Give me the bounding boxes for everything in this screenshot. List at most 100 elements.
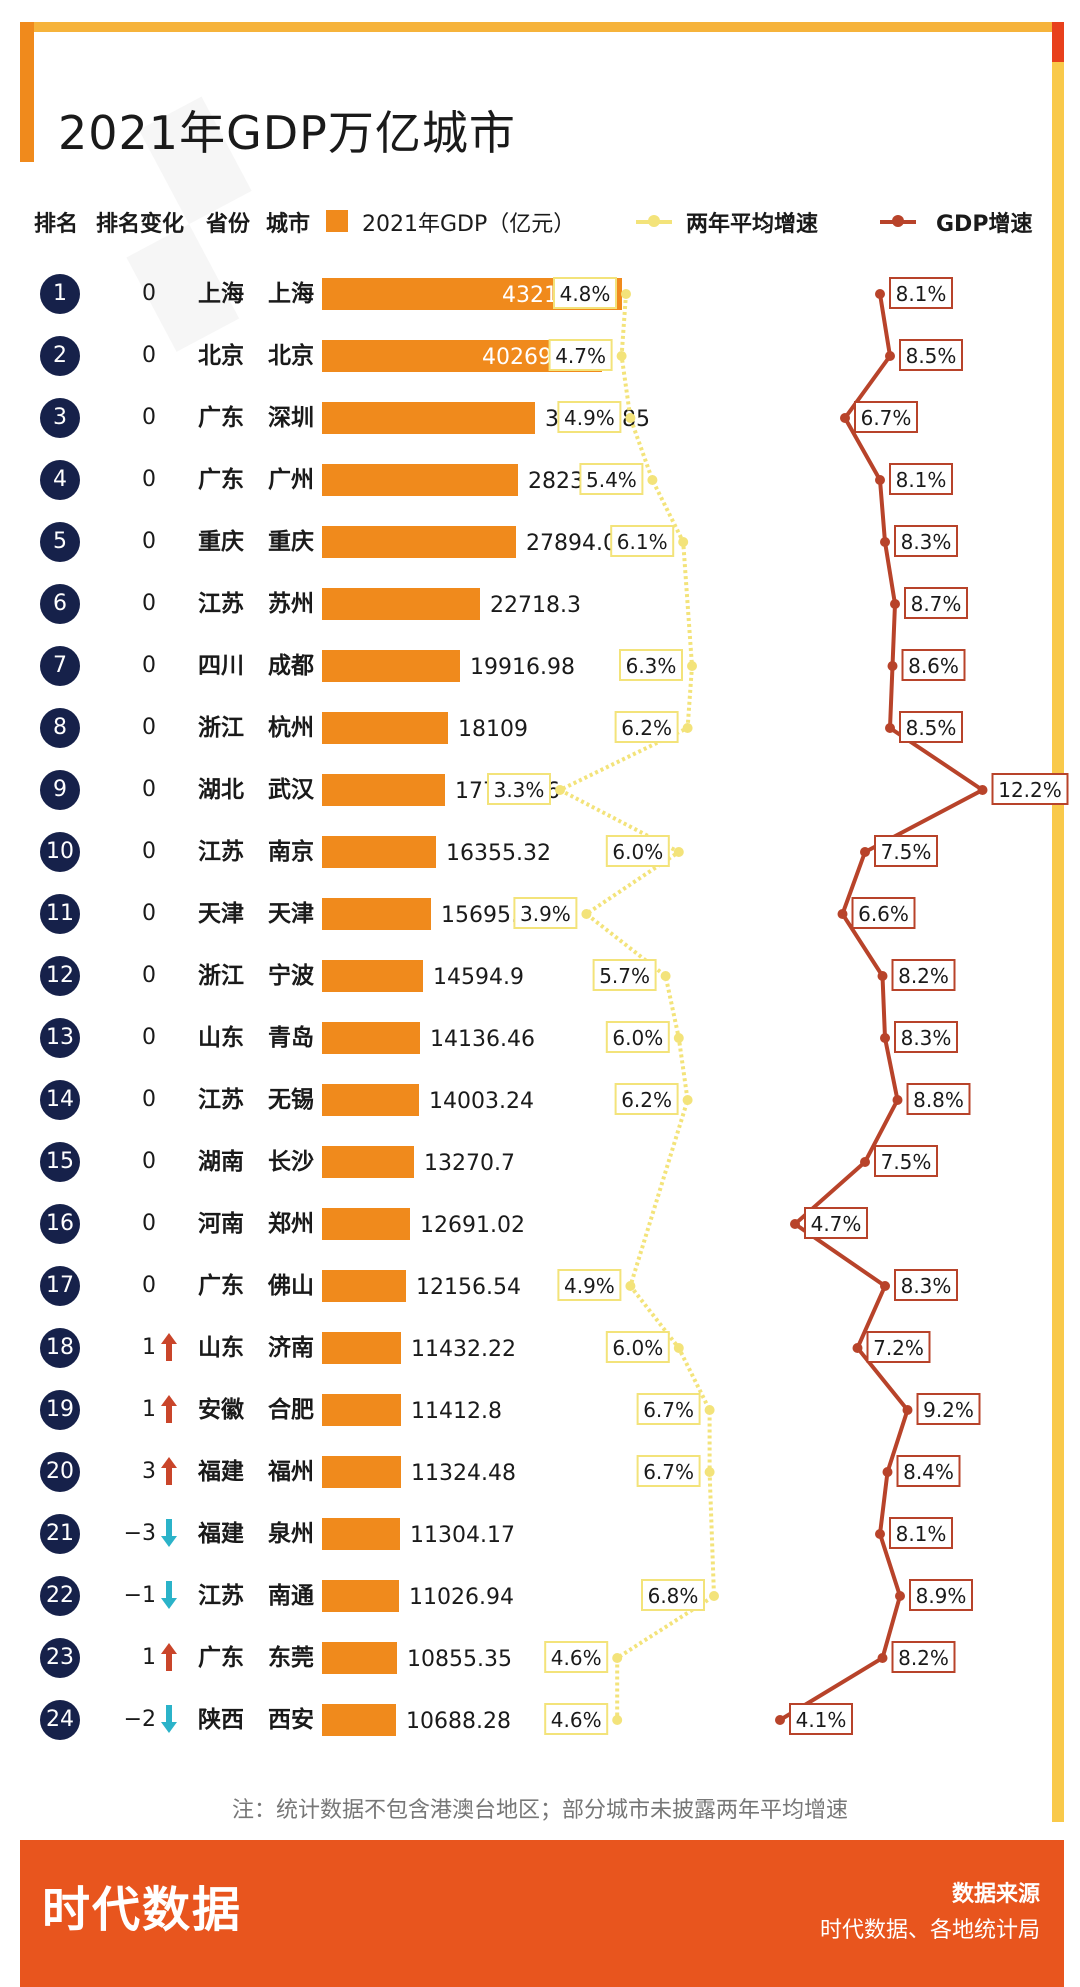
gdp-bar [322, 1332, 401, 1364]
arrow-down-icon [161, 1705, 177, 1733]
city-label: 济南 [268, 1335, 314, 1361]
gdp-value-label: 11026.94 [409, 1585, 514, 1610]
legend-avg-dot [648, 215, 660, 227]
gdp-growth-point [875, 289, 885, 299]
gdp-growth-label: 8.1% [896, 1522, 947, 1546]
frame-accent-right [1052, 22, 1064, 1822]
avg-growth-point [616, 351, 627, 361]
province-label: 湖南 [198, 1149, 244, 1175]
gdp-growth-label-box [874, 835, 938, 867]
rank-badge: 23 [40, 1638, 80, 1678]
rank-change: 0 [142, 591, 156, 616]
rank-badge: 21 [40, 1514, 80, 1554]
province-label: 北京 [198, 343, 244, 369]
rank-change: 1 [142, 1335, 156, 1360]
rank-change: 0 [142, 715, 156, 740]
avg-growth-label: 6.8% [648, 1584, 699, 1608]
frame-accent-left [20, 22, 34, 162]
city-label: 东莞 [268, 1645, 314, 1671]
rank-badge: 17 [40, 1266, 80, 1306]
avg-growth-label: 6.7% [643, 1460, 694, 1484]
gdp-growth-label-box [894, 1269, 958, 1301]
province-label: 四川 [198, 653, 244, 679]
gdp-value-label: 22718.3 [490, 593, 581, 618]
table-row: 14 0 江苏 无锡 14003.24 [0, 1068, 1080, 1130]
rank-change: 0 [142, 653, 156, 678]
arrow-up-icon [161, 1643, 177, 1671]
avg-growth-point [555, 785, 565, 795]
gdp-growth-label-box [854, 401, 918, 433]
rank-badge: 12 [40, 956, 80, 996]
city-label: 天津 [268, 901, 314, 927]
gdp-growth-label: 4.1% [796, 1708, 847, 1732]
gdp-value-label: 13270.7 [424, 1151, 515, 1176]
city-label: 杭州 [268, 715, 314, 741]
table-row: 8 0 浙江 杭州 18109 [0, 696, 1080, 758]
province-label: 浙江 [198, 715, 244, 741]
avg-growth-point [647, 475, 658, 485]
gdp-value-label: 14136.46 [430, 1027, 535, 1052]
gdp-growth-label-box [899, 711, 963, 743]
gdp-value-label: 14003.24 [429, 1089, 534, 1114]
city-label: 成都 [268, 653, 314, 679]
city-label: 南通 [268, 1583, 314, 1609]
gdp-growth-label-box [789, 1703, 853, 1735]
province-label: 广东 [198, 1645, 244, 1671]
rank-change: 0 [142, 1025, 156, 1050]
footer-band [20, 1840, 1064, 1987]
avg-growth-point [682, 1095, 693, 1105]
gdp-growth-point [775, 1715, 785, 1725]
avg-growth-label: 5.4% [586, 468, 637, 492]
table-row: 10 0 江苏 南京 16355.32 [0, 820, 1080, 882]
rank-badge: 2 [40, 336, 80, 376]
gdp-bar [322, 1146, 414, 1178]
avg-growth-label-box [614, 1083, 679, 1115]
rank-badge: 16 [40, 1204, 80, 1244]
gdp-growth-label: 8.5% [906, 344, 957, 368]
gdp-growth-point [877, 1653, 888, 1663]
table-row: 15 0 湖南 长沙 13270.7 [0, 1130, 1080, 1192]
gdp-growth-label: 8.5% [906, 716, 957, 740]
gdp-growth-point [860, 847, 870, 857]
gdp-growth-point [860, 1157, 870, 1167]
gdp-growth-point [882, 1467, 893, 1477]
province-label: 浙江 [198, 963, 244, 989]
avg-growth-label: 4.6% [551, 1708, 602, 1732]
rank-badge: 9 [40, 770, 80, 810]
gdp-growth-label: 9.2% [923, 1398, 974, 1422]
gdp-bar [322, 1270, 406, 1302]
gdp-bar [322, 712, 448, 744]
legend-gdp-growth-label: GDP增速 [936, 212, 1033, 237]
gdp-growth-point [790, 1219, 800, 1229]
rank-change: −2 [123, 1707, 156, 1732]
avg-growth-label-box [557, 1269, 622, 1301]
rank-change: 0 [142, 281, 156, 306]
avg-growth-point [621, 289, 631, 299]
gdp-bar [322, 898, 431, 930]
avg-growth-label: 4.9% [564, 1274, 615, 1298]
gdp-growth-point [887, 661, 898, 671]
gdp-growth-label: 8.9% [916, 1584, 967, 1608]
frame-accent-top [20, 22, 1060, 32]
gdp-growth-label-box [896, 1455, 961, 1487]
avg-growth-label: 3.3% [494, 778, 545, 802]
gdp-bar [322, 1580, 399, 1612]
gdp-growth-label-box [891, 959, 956, 991]
rank-badge: 5 [40, 522, 80, 562]
city-label: 深圳 [268, 405, 314, 431]
city-label: 武汉 [268, 777, 314, 803]
gdp-growth-label: 8.2% [898, 964, 949, 988]
avg-growth-point [673, 1343, 684, 1353]
gdp-growth-line [778, 293, 987, 1722]
avg-growth-label-box [553, 277, 617, 309]
gdp-growth-label-box [874, 1145, 938, 1177]
gdp-growth-label-box [909, 1579, 973, 1611]
city-label: 青岛 [268, 1025, 314, 1051]
avg-growth-label: 4.8% [560, 282, 611, 306]
rank-badge: 3 [40, 398, 80, 438]
avg-growth-point [704, 1467, 715, 1477]
rank-change: −1 [123, 1583, 156, 1608]
avg-growth-label: 4.9% [564, 406, 615, 430]
header-city: 城市 [266, 212, 311, 237]
